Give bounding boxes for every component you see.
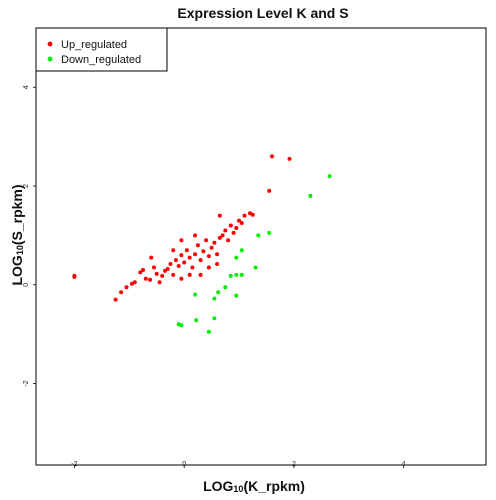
up-regulated-point (234, 226, 239, 230)
up-regulated-point (239, 221, 244, 225)
up-regulated-point (124, 285, 129, 290)
up-regulated-point (157, 280, 162, 285)
up-regulated-point (187, 255, 192, 260)
up-regulated-point (165, 267, 170, 271)
up-regulated-point (160, 273, 165, 278)
up-regulated-point (223, 228, 228, 233)
x-tick-label: 4 (402, 461, 406, 468)
y-tick-label: 4 (23, 85, 30, 89)
down-regulated-point (234, 255, 239, 260)
x-axis-ticks: -2 0 2 4 (71, 461, 406, 468)
up-regulated-point (176, 264, 181, 268)
plot-area (35, 27, 487, 466)
up-regulated-point (212, 240, 217, 245)
x-tick-label: 0 (182, 461, 186, 468)
legend-label-down: Down_regulated (61, 54, 141, 66)
up-regulated-point (171, 272, 176, 277)
up-regulated-point (154, 271, 159, 276)
up-regulated-point (209, 245, 214, 250)
down-regulated-point (212, 296, 217, 301)
up-regulated-point (152, 265, 156, 270)
down-regulated-point (206, 329, 211, 334)
up-regulated-point (193, 233, 198, 238)
down-regulated-point (212, 316, 217, 321)
legend-box (35, 27, 168, 72)
up-regulated-point (119, 290, 124, 295)
legend: Up_regulated Down_regulated (35, 27, 168, 72)
down-regulated-point (194, 318, 199, 323)
legend-marker-up (47, 41, 53, 47)
down-regulated-point (223, 285, 228, 290)
up-regulated-point (132, 280, 137, 285)
x-tick-label: 2 (292, 461, 296, 468)
up-regulated-point (143, 276, 148, 281)
up-regulated-point (201, 249, 206, 254)
up-regulated-point (193, 252, 198, 257)
up-regulated-point (179, 253, 184, 258)
up-regulated-point (250, 212, 255, 217)
data-points (72, 154, 332, 334)
up-regulated-point (231, 230, 236, 235)
up-regulated-point (215, 262, 220, 266)
down-regulated-point (193, 292, 198, 297)
down-regulated-point (216, 290, 221, 295)
up-regulated-point (242, 213, 247, 218)
down-regulated-point (234, 293, 239, 298)
y-tick-label: 2 (23, 184, 30, 188)
y-tick-label: 0 (23, 283, 30, 287)
up-regulated-point (173, 258, 178, 263)
up-regulated-point (217, 213, 222, 218)
down-regulated-point (253, 265, 258, 270)
up-regulated-point (138, 270, 143, 275)
up-regulated-point (179, 276, 184, 281)
up-regulated-point (206, 265, 211, 270)
up-regulated-point (206, 254, 211, 259)
up-regulated-point (184, 248, 189, 253)
down-regulated-point (327, 174, 332, 179)
up-regulated-point (179, 238, 184, 243)
up-regulated-point (287, 156, 292, 161)
up-regulated-point (195, 243, 200, 248)
up-regulated-point (220, 233, 225, 238)
up-regulated-point (141, 268, 145, 272)
down-regulated-point (228, 273, 233, 278)
up-regulated-point (182, 260, 187, 265)
y-axis-ticks: -2 0 2 4 (23, 85, 36, 387)
legend-marker-down (47, 56, 53, 62)
down-regulated-point (267, 230, 272, 235)
down-regulated-point (256, 233, 261, 238)
up-regulated-point (187, 272, 192, 277)
up-regulated-point (190, 265, 195, 270)
up-regulated-point (226, 238, 231, 243)
chart-title: Expression Level K and S (177, 5, 348, 21)
up-regulated-point (198, 258, 203, 263)
up-regulated-point (237, 218, 241, 223)
up-regulated-point (168, 262, 173, 266)
y-tick-label: -2 (23, 380, 30, 386)
up-regulated-point (148, 277, 153, 282)
up-regulated-point (270, 154, 274, 159)
down-regulated-point (239, 272, 244, 277)
up-regulated-point (72, 273, 77, 278)
down-regulated-point (234, 272, 239, 277)
y-axis-label: LOG10(S_rpkm) (9, 184, 25, 285)
up-regulated-point (171, 248, 176, 253)
down-regulated-point (308, 193, 313, 198)
up-regulated-point (113, 297, 118, 302)
x-axis-label: LOG10(K_rpkm) (203, 478, 305, 494)
down-regulated-point (239, 248, 244, 253)
up-regulated-point (215, 252, 220, 257)
up-regulated-point (267, 188, 272, 193)
up-regulated-point (198, 272, 203, 277)
x-tick-label: -2 (71, 461, 77, 468)
up-regulated-point (217, 235, 222, 240)
down-regulated-point (179, 323, 184, 328)
up-regulated-point (204, 238, 209, 243)
up-regulated-point (228, 223, 233, 228)
up-regulated-point (149, 255, 154, 260)
legend-label-up: Up_regulated (61, 39, 127, 51)
